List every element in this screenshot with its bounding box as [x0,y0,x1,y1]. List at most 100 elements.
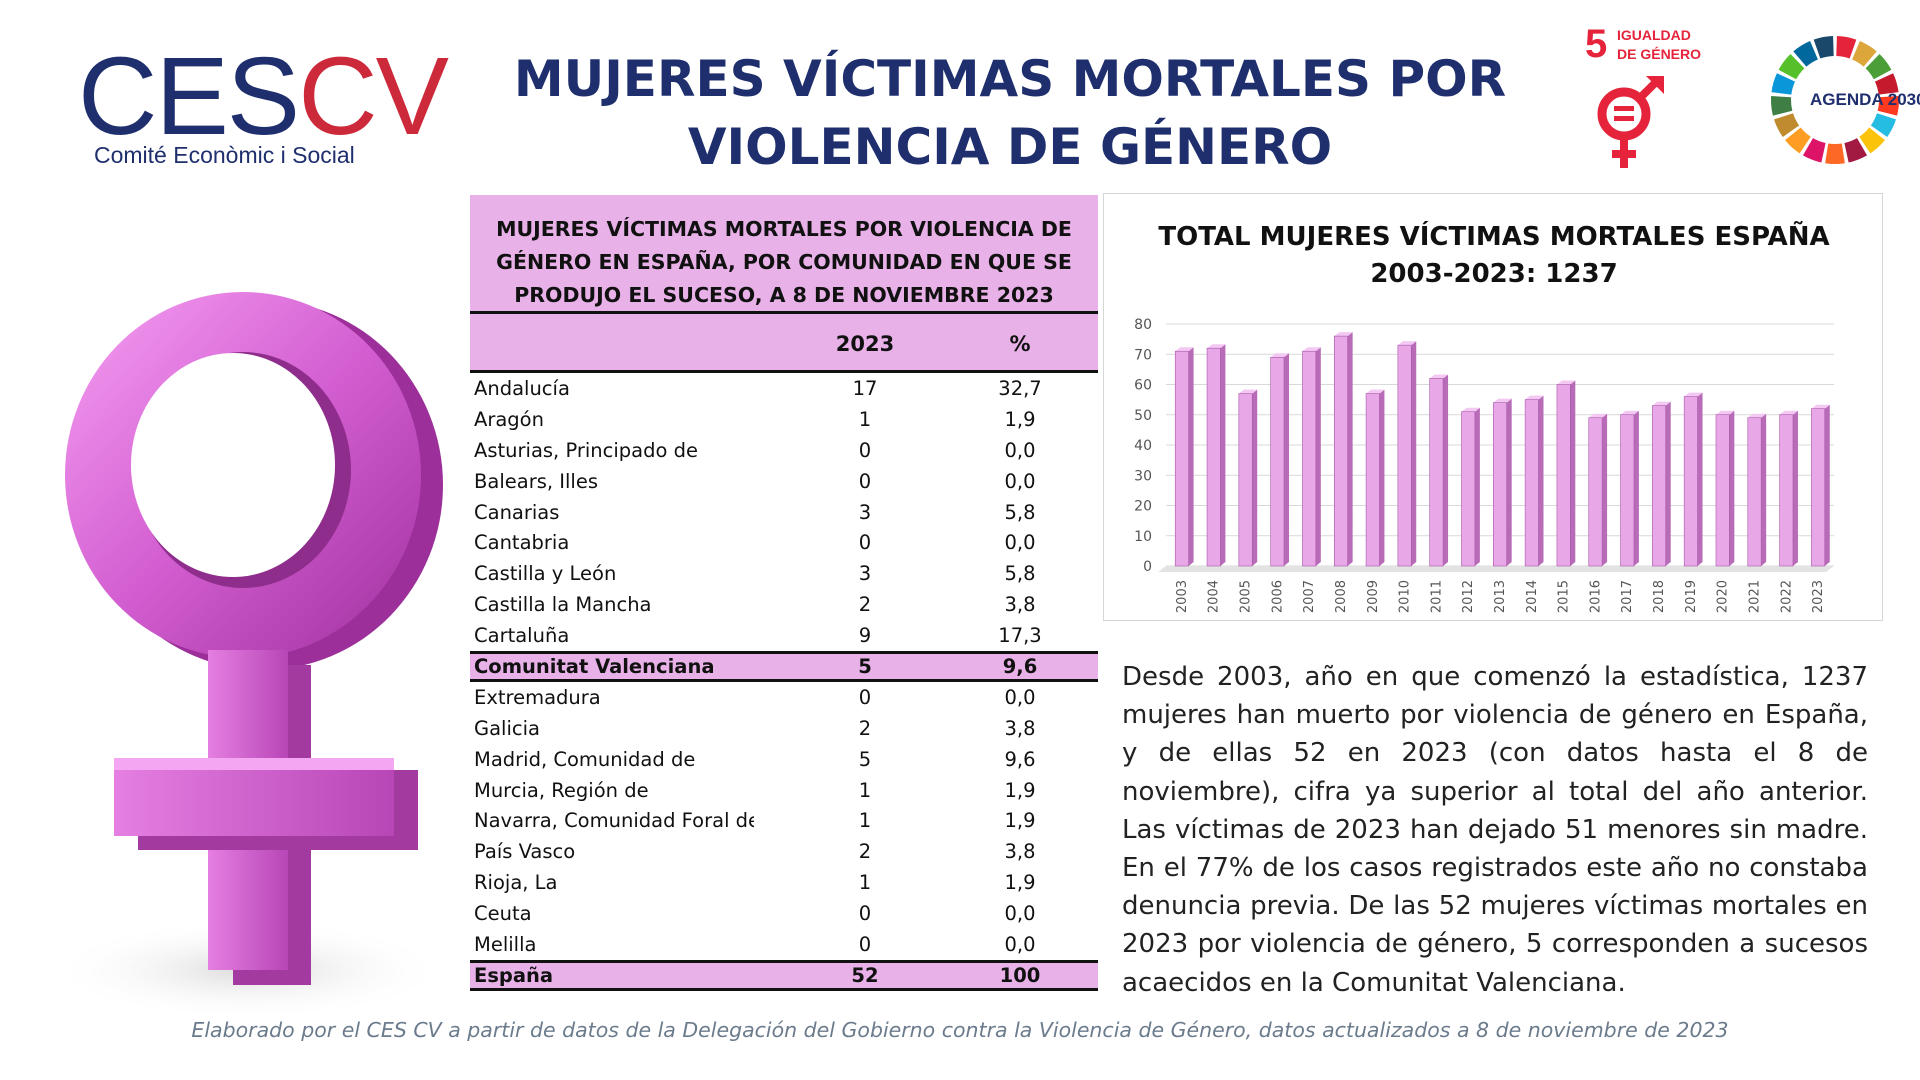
table-row: Balears, Illes 0 0,0 [470,466,1098,497]
table-row: España 52 100 [470,959,1098,991]
table-row: Melilla 0 0,0 [470,929,1098,960]
row-region: Cantabria [474,531,570,555]
sdg5-label-line2: DE GÉNERO [1617,46,1702,62]
sdg-wheel-segment [1870,113,1897,138]
row-value: 3 [858,562,872,586]
sdg-wheel-segment [1825,143,1845,164]
bar-top [1811,404,1830,409]
chart-title-line1: TOTAL MUJERES VÍCTIMAS MORTALES ESPAÑA [1158,222,1830,252]
chart-floor [1158,566,1834,572]
sdg-wheel-segment [1778,54,1805,80]
bar-side [1411,341,1417,566]
sdg-wheel-segment [1836,36,1857,59]
bar-side [1188,347,1194,566]
x-tick-label: 2012 [1461,580,1476,613]
bar-side [1474,407,1480,566]
bar-side [1729,410,1735,566]
bar [1174,350,1189,567]
row-pct: 3,8 [1004,593,1036,617]
bar-top [1397,341,1417,346]
bar-top [1461,407,1480,412]
table-row: Navarra, Comunidad Foral de 1 1,9 [470,805,1098,836]
sdg-wheel-segment [1844,138,1868,163]
table-row: Galicia 2 3,8 [470,713,1098,744]
row-pct: 1,9 [1004,809,1036,833]
row-pct: 0,0 [1004,902,1036,926]
table-row: Aragón 1 1,9 [470,404,1098,435]
x-tick-label: 2008 [1334,580,1349,613]
x-tick-label: 2022 [1779,580,1794,613]
row-value: 0 [858,531,872,555]
x-tick-label: 2006 [1270,580,1285,613]
row-region: Navarra, Comunidad Foral de [474,809,754,833]
row-pct: 1,9 [1004,871,1036,895]
row-value: 0 [858,469,872,493]
sdg5-number: 5 [1585,22,1608,66]
row-region: Extremadura [474,685,601,709]
table-row: Canarias 3 5,8 [470,497,1098,528]
table-row: Murcia, Región de 1 1,9 [470,775,1098,806]
bar-top [1334,332,1353,337]
y-tick-label: 60 [1134,378,1152,394]
bar [1302,350,1317,567]
table-row: Asturias, Principado de 0 0,0 [470,435,1098,466]
row-value: 1 [858,809,872,833]
bar [1429,378,1444,567]
bar [1811,408,1826,567]
row-region: Comunitat Valenciana [474,655,715,679]
table-row: País Vasco 2 3,8 [470,836,1098,867]
row-pct: 0,0 [1004,438,1036,462]
bar [1588,417,1603,567]
bar [1715,414,1730,567]
row-pct: 3,8 [1004,840,1036,864]
bar [1683,396,1698,567]
bar [1556,384,1571,567]
x-tick-label: 2005 [1239,580,1254,613]
table-header: 2023 % [470,311,1098,373]
bar-side [1570,380,1576,566]
bar-top [1175,347,1194,352]
bar [1397,344,1412,567]
bar [1270,356,1285,567]
bar [1461,411,1476,567]
bar [1747,417,1762,567]
x-tick-label: 2017 [1620,580,1635,613]
row-pct: 100 [999,963,1041,987]
x-tick-label: 2019 [1684,580,1699,613]
bar-side [1315,347,1321,566]
bar-top [1556,380,1576,385]
bar-top [1525,395,1544,400]
sdg-wheel-segment [1859,127,1885,154]
bar-side [1538,395,1544,566]
row-region: Aragón [474,407,544,431]
sdg-wheel-segment [1785,127,1811,154]
y-tick-label: 20 [1134,499,1152,515]
bar-top [1715,410,1735,415]
row-pct: 9,6 [1002,655,1038,679]
row-value: 1 [858,407,872,431]
row-pct: 9,6 [1004,747,1036,771]
x-tick-label: 2023 [1811,580,1826,613]
agenda-label: AGENDA 2030 [1810,90,1920,109]
table-row: Cartaluña 9 17,3 [470,620,1098,651]
sdg-wheel-segment [1865,54,1892,80]
gender-equality-icon [1597,76,1664,168]
table-row: Andalucía 17 32,7 [470,373,1098,404]
agenda-2030-logo: AGENDA 2030 [1765,30,1920,170]
x-tick-label: 2015 [1557,580,1572,613]
table-caption-line2: GÉNERO EN ESPAÑA, POR COMUNIDAD EN QUE S… [496,250,1072,274]
page-title: MUJERES VÍCTIMAS MORTALES POR VIOLENCIA … [500,45,1520,181]
x-tick-label: 2016 [1588,580,1603,613]
row-region: Andalucía [474,377,570,400]
row-region: Castilla y León [474,562,617,586]
row-value: 3 [858,500,872,524]
row-region: País Vasco [474,840,576,864]
sdg-wheel-icon [1771,36,1899,164]
row-pct: 0,0 [1004,531,1036,555]
row-region: Cartaluña [474,624,570,648]
row-region: Balears, Illes [474,469,599,493]
row-pct: 0,0 [1004,469,1036,493]
table-row: Ceuta 0 0,0 [470,898,1098,929]
table-body: Andalucía 17 32,7 Aragón 1 1,9 Asturias, Princ… [470,373,1098,991]
row-value: 9 [858,624,872,648]
